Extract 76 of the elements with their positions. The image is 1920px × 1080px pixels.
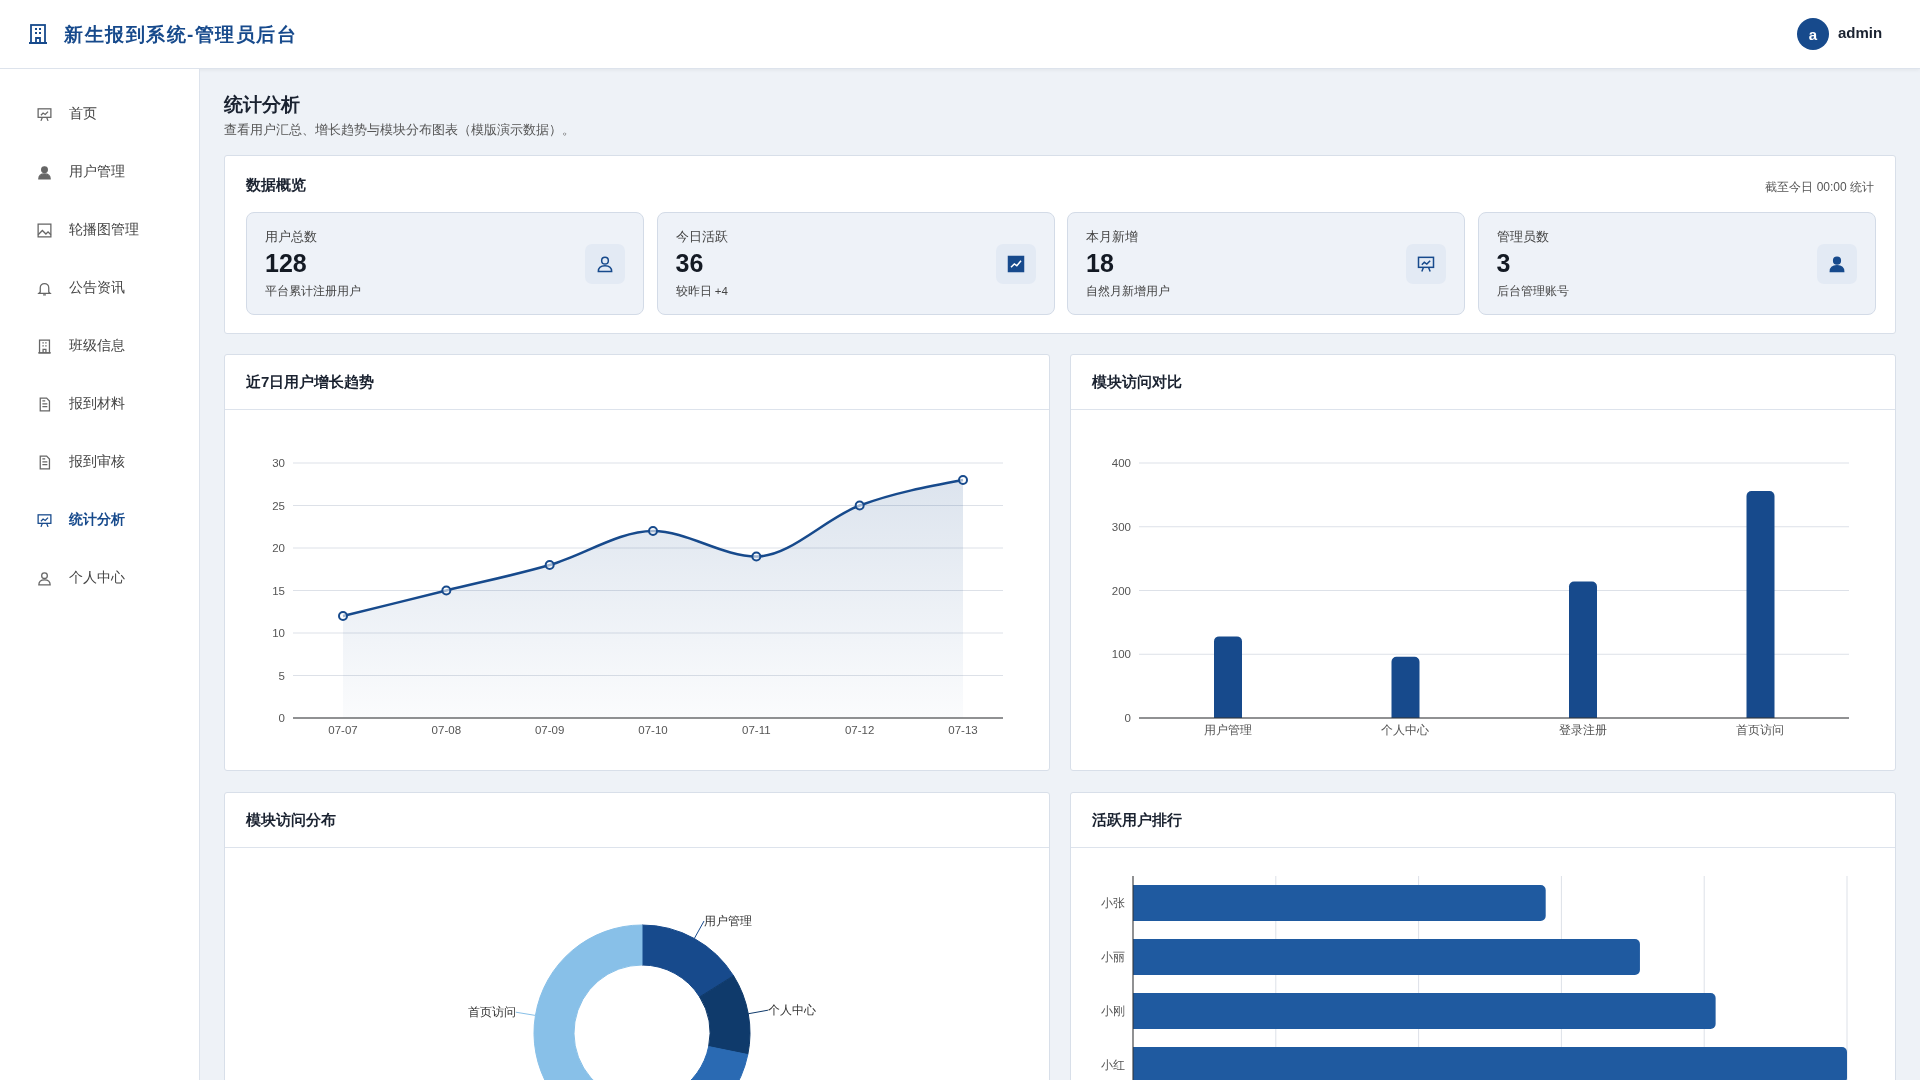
x-tick-label: 07-10 bbox=[638, 724, 668, 737]
y-tick-label: 15 bbox=[272, 584, 285, 597]
text: 统计分析 bbox=[69, 511, 125, 529]
text: 128 bbox=[265, 249, 307, 278]
point bbox=[648, 526, 658, 536]
x-tick-label: 07-12 bbox=[844, 724, 875, 737]
bar bbox=[1133, 993, 1716, 1029]
text: 班级信息 bbox=[69, 337, 125, 355]
slice-label: 用户管理 bbox=[704, 914, 753, 929]
bar bbox=[1569, 581, 1597, 718]
y-tick-label: 100 bbox=[1111, 648, 1131, 661]
bar bbox=[1391, 656, 1420, 718]
text: 模块访问分布 bbox=[225, 793, 1049, 848]
text: 报到审核 bbox=[69, 453, 125, 471]
text: a bbox=[1797, 18, 1829, 50]
text: 自然月新增用户 bbox=[1086, 284, 1170, 299]
y-tick-label: 200 bbox=[1111, 584, 1131, 597]
x-tick-label: 07-11 bbox=[742, 724, 771, 737]
bar bbox=[1133, 939, 1640, 975]
x-tick-label: 用户管理 bbox=[1203, 723, 1252, 737]
x-tick-label: 07-09 bbox=[534, 724, 565, 737]
y-tick-label: 10 bbox=[272, 627, 285, 640]
bar bbox=[1133, 885, 1546, 921]
text: 报到材料 bbox=[69, 395, 125, 413]
text: 较昨日 +4 bbox=[675, 284, 728, 299]
chart-title: 模块访问对比 bbox=[1071, 355, 1895, 410]
text: 今日活跃 bbox=[675, 229, 728, 246]
point bbox=[751, 551, 762, 562]
text: 新生报到系统-管理员后台 bbox=[64, 23, 298, 47]
x-tick-label: 首页访问 bbox=[1736, 723, 1785, 737]
y-tick-label: 30 bbox=[272, 457, 285, 470]
text: 轮播图管理 bbox=[69, 221, 139, 239]
text: 数据概览 bbox=[246, 176, 306, 195]
text: 本月新增 bbox=[1086, 229, 1138, 246]
chart-title: 近7日用户增长趋势 bbox=[225, 355, 1049, 410]
point bbox=[958, 475, 968, 485]
y-tick-label: 400 bbox=[1111, 457, 1131, 470]
slice-label: 首页访问 bbox=[467, 1005, 516, 1020]
text: 统计分析 bbox=[224, 93, 301, 117]
point bbox=[338, 611, 348, 621]
y-tick-label: 20 bbox=[272, 542, 285, 555]
chart-title: 活跃用户排行 bbox=[1071, 793, 1895, 848]
y-tick-label: 小刚 bbox=[1101, 1005, 1125, 1018]
bar bbox=[1214, 636, 1242, 718]
slice-label: 个人中心 bbox=[767, 1003, 816, 1018]
y-tick-label: 5 bbox=[278, 669, 285, 682]
x-tick-label: 07-07 bbox=[328, 724, 358, 737]
y-tick-label: 0 bbox=[1124, 712, 1131, 725]
text: 用户总数 bbox=[265, 229, 317, 246]
text: 首页 bbox=[69, 105, 97, 123]
point bbox=[854, 500, 865, 511]
y-tick-label: 300 bbox=[1111, 520, 1131, 533]
text: 平台累计注册用户 bbox=[265, 284, 361, 299]
x-tick-label: 个人中心 bbox=[1381, 723, 1430, 737]
bar bbox=[1746, 491, 1775, 718]
text: admin bbox=[1838, 24, 1883, 41]
x-tick-label: 07-08 bbox=[431, 724, 462, 737]
x-tick-label: 登录注册 bbox=[1558, 723, 1607, 737]
text: 用户管理 bbox=[69, 163, 125, 181]
y-tick-label: 25 bbox=[272, 499, 285, 512]
text: 查看用户汇总、增长趋势与模块分布图表（模版演示数据）。 bbox=[224, 122, 576, 139]
x-tick-label: 07-13 bbox=[948, 724, 978, 737]
y-tick-label: 小红 bbox=[1101, 1059, 1125, 1072]
text: 公告资讯 bbox=[69, 279, 125, 297]
text: 截至今日 00:00 统计 bbox=[1765, 179, 1874, 196]
text: 18 bbox=[1086, 249, 1114, 278]
text: 管理员数 bbox=[1496, 229, 1549, 246]
text: 个人中心 bbox=[69, 569, 125, 587]
text: 3 bbox=[1496, 249, 1511, 278]
text: 后台管理账号 bbox=[1496, 284, 1569, 299]
y-tick-label: 小张 bbox=[1101, 897, 1125, 910]
point bbox=[544, 560, 555, 570]
y-tick-label: 0 bbox=[278, 712, 285, 725]
text: 36 bbox=[675, 249, 704, 278]
y-tick-label: 小丽 bbox=[1101, 951, 1125, 964]
point bbox=[441, 585, 452, 596]
